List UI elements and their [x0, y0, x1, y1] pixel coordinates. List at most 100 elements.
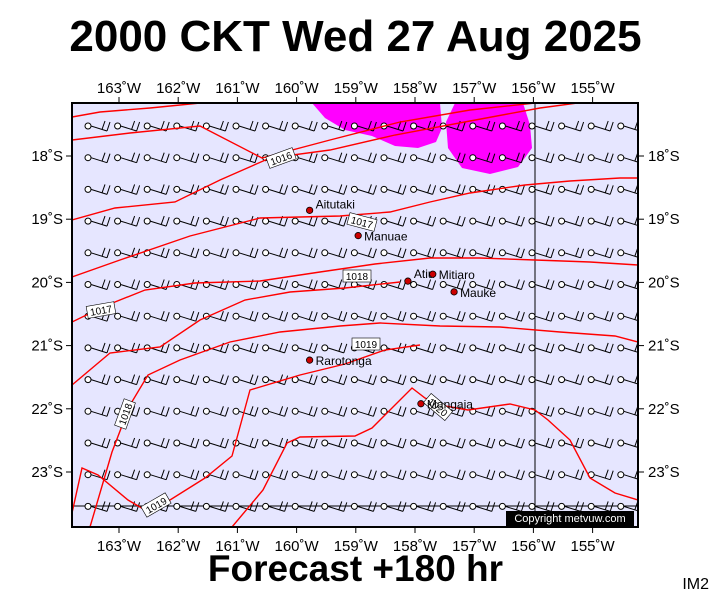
- wind-barb: [558, 406, 585, 417]
- wind-barb: [291, 247, 318, 259]
- wind-barb: [321, 469, 348, 481]
- wind-barb: [262, 184, 289, 195]
- wind-barb: [143, 152, 170, 164]
- wind-barb: [380, 152, 407, 164]
- wind-barb: [498, 437, 525, 449]
- place-label: Mauke: [460, 286, 496, 300]
- wind-barb: [558, 311, 585, 322]
- isobar-label: 1018: [342, 269, 372, 283]
- wind-barb: [232, 311, 259, 322]
- wind-barb: [143, 311, 170, 322]
- map-frame: [71, 102, 639, 528]
- wind-barb: [321, 501, 348, 512]
- place-label: Aitutaki: [316, 197, 355, 211]
- wind-barb: [291, 406, 318, 417]
- wind-barb: [291, 437, 318, 449]
- place-label: Rarotonga: [316, 354, 372, 368]
- wind-barb: [439, 469, 466, 481]
- wind-barb: [439, 342, 466, 354]
- wind-barb: [587, 342, 614, 354]
- isobars: [72, 103, 638, 527]
- isobar-line: [72, 344, 421, 514]
- wind-barb: [498, 342, 525, 354]
- wind-barb: [380, 247, 407, 259]
- lon-label-bottom: 161˚W: [215, 538, 260, 555]
- wind-barb: [439, 215, 466, 227]
- lon-label-top: 158˚W: [393, 80, 438, 97]
- copyright-box: Copyright metvuw.com: [506, 511, 634, 526]
- wind-barb: [173, 469, 200, 481]
- wind-barb: [528, 374, 555, 386]
- wind-barb: [380, 311, 407, 322]
- wind-barb: [617, 469, 638, 480]
- wind-barb: [143, 215, 170, 227]
- lat-label-left: 19˚S: [31, 211, 63, 228]
- wind-barb: [84, 152, 111, 164]
- wind-barb: [232, 184, 259, 195]
- wind-barb: [498, 247, 525, 259]
- isobar-label: 1017: [85, 301, 117, 319]
- wind-barb: [84, 406, 111, 417]
- wind-barb: [143, 469, 170, 481]
- wind-barb: [232, 247, 259, 259]
- lon-label-top: 155˚W: [571, 80, 616, 97]
- wind-barb: [321, 120, 348, 132]
- wind-barb: [262, 342, 289, 354]
- wind-barb: [173, 406, 200, 417]
- wind-barb: [143, 279, 170, 290]
- lon-label-bottom: 162˚W: [156, 538, 201, 555]
- wind-barb: [558, 374, 585, 386]
- wind-barb: [114, 215, 141, 227]
- wind-barb: [84, 247, 111, 259]
- wind-barb: [528, 437, 555, 449]
- wind-barb: [410, 279, 437, 290]
- town-marker: [450, 288, 458, 296]
- wind-barb: [232, 342, 259, 354]
- wind-barb: [498, 120, 525, 132]
- forecast-subtitle: Forecast +180 hr: [207, 548, 504, 589]
- wind-barb: [114, 279, 141, 290]
- wind-barb: [173, 311, 200, 322]
- wind-barb: [410, 247, 437, 259]
- wind-barb: [410, 501, 437, 512]
- wind-barb: [469, 469, 496, 481]
- wind-barb: [498, 374, 525, 386]
- wind-barb: [558, 279, 585, 290]
- wind-barb: [262, 311, 289, 322]
- lon-label-top: 156˚W: [511, 80, 556, 97]
- place-mangaia: Mangaia: [417, 398, 473, 412]
- lon-label-bottom: 160˚W: [275, 538, 320, 555]
- svg-text:1019: 1019: [355, 340, 378, 351]
- lon-label-top: 159˚W: [334, 80, 379, 97]
- wind-barb: [498, 501, 525, 512]
- town-marker: [404, 277, 412, 285]
- wind-barb: [114, 120, 141, 132]
- wind-barb: [173, 152, 200, 164]
- wind-barb: [291, 501, 318, 512]
- wind-barb: [380, 184, 407, 195]
- wind-barb: [350, 406, 377, 417]
- wind-barb: [587, 501, 614, 512]
- wind-barb: [232, 120, 259, 132]
- lon-label-bottom: 156˚W: [511, 538, 556, 555]
- wind-barb: [469, 152, 496, 164]
- wind-barb: [84, 342, 111, 354]
- wind-barb: [232, 406, 259, 417]
- wind-barb: [350, 184, 377, 195]
- isobar-label: 1019: [351, 337, 381, 351]
- wind-barb: [321, 342, 348, 354]
- lat-label-right: 21˚S: [648, 338, 680, 355]
- lon-label-top: 163˚W: [97, 80, 142, 97]
- isobar-labels: 1016 1017 1018 1017 1019 1018: [85, 147, 454, 518]
- wind-barb: [202, 247, 229, 259]
- wind-barb: [350, 501, 377, 512]
- wind-barb: [84, 120, 111, 132]
- wind-barb: [321, 311, 348, 322]
- lon-label-bottom: 155˚W: [571, 538, 616, 555]
- wind-barb: [469, 215, 496, 227]
- wind-barb: [498, 469, 525, 481]
- lat-label-left: 21˚S: [31, 338, 63, 355]
- wind-barb: [321, 406, 348, 417]
- place-aitutaki: Aitutaki: [306, 197, 355, 214]
